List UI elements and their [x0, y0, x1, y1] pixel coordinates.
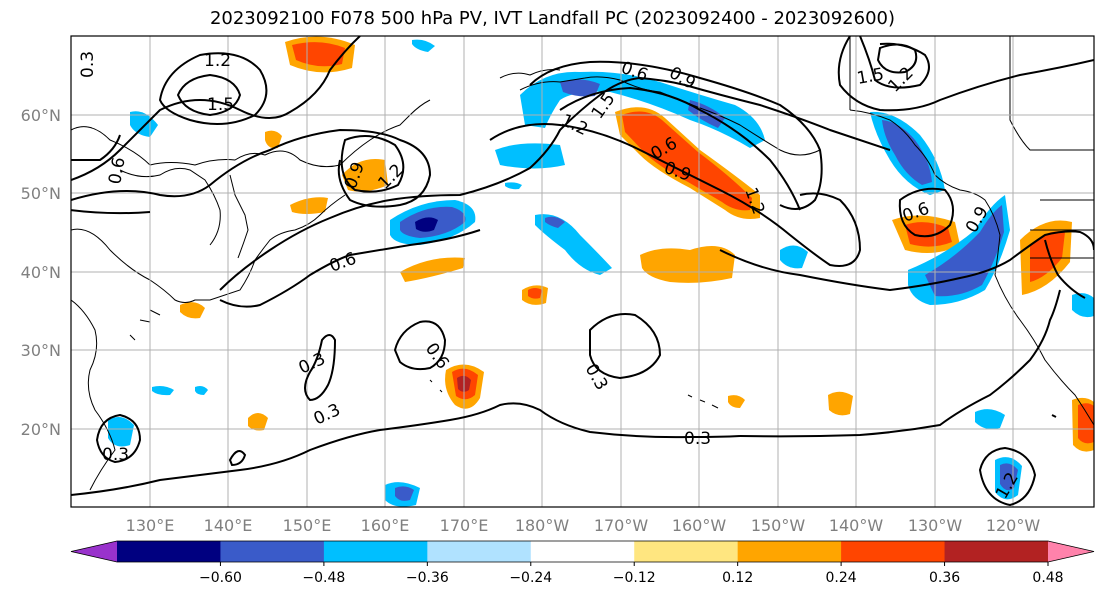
lon-label: 130°E [126, 516, 175, 535]
colorbar-segment [117, 541, 221, 562]
map-title: 2023092100 F078 500 hPa PV, IVT Landfall… [209, 8, 896, 29]
longitude-labels: 130°E 140°E 150°E 160°E 170°E 180°W 170°… [126, 516, 1041, 535]
contour-label: 1.2 [204, 51, 231, 71]
colorbar-extend-min [71, 541, 117, 562]
colorbar-segment [737, 541, 842, 562]
lon-label: 120°W [986, 516, 1041, 535]
colorbar: −0.60 −0.48 −0.36 −0.24 −0.12 0.12 0.24 0.36 0.4… [70, 540, 1095, 586]
colorbar-segment [841, 541, 946, 562]
latitude-labels: 60°N 50°N 40°N 30°N 20°N [21, 106, 61, 439]
contour-label: 1.5 [855, 65, 885, 89]
colorbar-tick-label: 0.36 [929, 570, 960, 586]
colorbar-tick-label: −0.24 [509, 570, 552, 586]
map-border [70, 35, 1095, 508]
lat-label-30n: 30°N [21, 341, 61, 360]
lon-label: 150°W [751, 516, 806, 535]
lon-label: 150°E [283, 516, 332, 535]
colorbar-tick-label: −0.36 [406, 570, 449, 586]
colorbar-extend-max [1048, 541, 1094, 562]
colorbar-segment [634, 541, 739, 562]
lat-label-40n: 40°N [21, 263, 61, 282]
lon-label: 160°E [361, 516, 410, 535]
colorbar-tick-label: −0.48 [302, 570, 345, 586]
pv-contours [71, 36, 1094, 507]
colorbar-tick-label: −0.12 [613, 570, 656, 586]
lon-label: 140°E [204, 516, 253, 535]
graticule [71, 36, 1094, 507]
colorbar-segment [944, 541, 1049, 562]
lon-label: 140°W [829, 516, 884, 535]
lat-label-60n: 60°N [21, 106, 61, 125]
contour-label: 0.3 [102, 445, 129, 465]
lon-label: 170°W [594, 516, 649, 535]
lat-label-50n: 50°N [21, 184, 61, 203]
lon-label: 130°W [908, 516, 963, 535]
colorbar-segment [530, 541, 635, 562]
colorbar-outline [70, 540, 1095, 563]
colorbar-segments [70, 540, 1095, 563]
lon-label: 170°E [440, 516, 489, 535]
colorbar-tick-label: 0.24 [826, 570, 857, 586]
contour-label: 0.6 [105, 156, 129, 186]
colorbar-ticks: −0.60 −0.48 −0.36 −0.24 −0.12 0.12 0.24 0.36 0.4… [199, 562, 1064, 586]
colorbar-segment [427, 541, 532, 562]
colorbar-tick-label: 0.12 [722, 570, 753, 586]
lat-label-20n: 20°N [21, 420, 61, 439]
colorbar-segment [220, 541, 325, 562]
lon-label: 180°W [515, 516, 570, 535]
coastlines [71, 36, 1094, 491]
lon-label: 160°W [672, 516, 727, 535]
colorbar-tick-label: 0.48 [1032, 570, 1063, 586]
colorbar-segment [323, 541, 428, 562]
contour-label: 0.3 [78, 51, 98, 78]
contour-label: 0.3 [684, 429, 711, 449]
colorbar-tick-label: −0.60 [199, 570, 242, 586]
contour-label: 1.5 [207, 95, 234, 115]
